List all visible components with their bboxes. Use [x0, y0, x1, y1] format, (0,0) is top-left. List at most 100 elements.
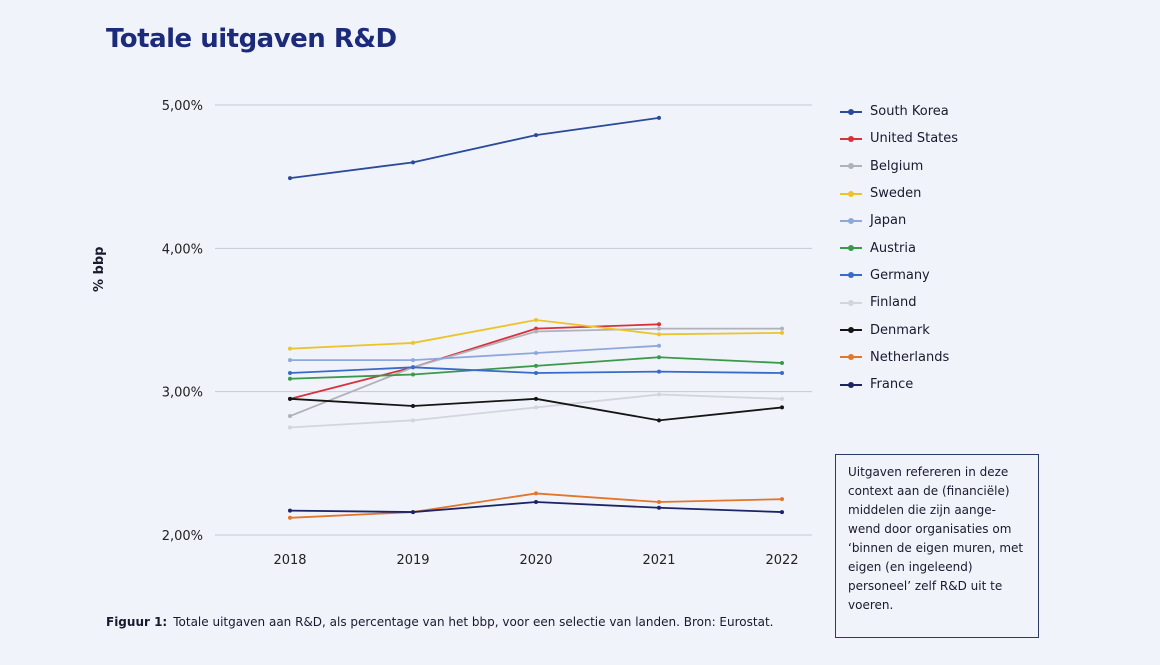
data-point [534, 405, 538, 410]
data-point [657, 505, 661, 510]
data-point [288, 414, 292, 419]
data-point [288, 358, 292, 363]
legend-marker-icon [840, 327, 862, 334]
legend-label: Denmark [870, 322, 930, 338]
data-point [534, 350, 538, 355]
data-point [411, 358, 415, 363]
data-point [288, 346, 292, 351]
data-point [411, 510, 415, 515]
legend-item: Denmark [840, 316, 958, 343]
data-point [411, 418, 415, 423]
data-point [657, 326, 661, 331]
y-axis-label: % bbp [92, 246, 107, 292]
note-box: Uitgaven refereren in deze context aan d… [835, 454, 1039, 638]
legend-label: Sweden [870, 186, 922, 202]
data-point [534, 326, 538, 331]
data-point [534, 371, 538, 376]
y-tick-label: 2,00% [162, 529, 203, 544]
legend-label: Japan [870, 213, 907, 229]
legend-item: Finland [840, 289, 958, 316]
x-tick-label: 2018 [273, 553, 306, 568]
data-point [288, 425, 292, 430]
data-point [288, 396, 292, 401]
data-point [534, 396, 538, 401]
data-point [534, 133, 538, 138]
y-tick-label: 5,00% [162, 99, 203, 114]
x-tick-label: 2022 [765, 553, 798, 568]
y-tick-label: 3,00% [162, 386, 203, 401]
legend-label: Finland [870, 295, 917, 311]
data-point [780, 510, 784, 515]
data-point [534, 329, 538, 334]
data-point [534, 363, 538, 368]
data-point [288, 376, 292, 381]
data-point [534, 318, 538, 322]
caption-label: Figuur 1: [106, 615, 168, 629]
legend-item: Austria [840, 234, 958, 261]
y-tick-label: 4,00% [162, 242, 203, 257]
data-point [288, 508, 292, 513]
series-line-japan [290, 344, 660, 362]
data-point [288, 515, 292, 520]
legend-item: Japan [840, 207, 958, 234]
data-point [411, 160, 415, 165]
data-point [657, 355, 661, 360]
legend-item: Germany [840, 262, 958, 289]
series-line-netherlands [289, 492, 783, 519]
data-point [657, 392, 661, 397]
data-point [780, 497, 784, 502]
x-tick-label: 2021 [642, 553, 675, 568]
data-point [411, 372, 415, 377]
figure-caption: Figuur 1: Totale uitgaven aan R&D, als pe… [106, 615, 773, 629]
legend-marker-icon [840, 299, 862, 306]
legend-label: Germany [870, 267, 930, 283]
series-line-denmark [289, 397, 783, 422]
series-line-south-korea [289, 117, 660, 179]
legend-marker-icon [840, 190, 862, 197]
data-point [411, 404, 415, 408]
data-point [657, 418, 661, 423]
data-point [657, 332, 661, 337]
legend-label: France [870, 377, 914, 393]
legend-item: United States [840, 125, 958, 152]
legend-label: United States [870, 131, 959, 147]
legend-label: Belgium [870, 158, 924, 174]
data-point [657, 322, 661, 327]
legend-item: France [840, 371, 958, 398]
legend-marker-icon [840, 217, 862, 224]
legend-marker-icon [840, 354, 862, 361]
data-point [780, 326, 784, 331]
data-point [780, 405, 784, 410]
data-point [780, 371, 784, 376]
legend-marker-icon [840, 381, 862, 388]
legend-marker-icon [840, 163, 862, 170]
legend-label: South Korea [870, 104, 949, 120]
page-title: Totale uitgaven R&D [106, 24, 397, 54]
legend-item: South Korea [840, 98, 958, 125]
data-point [411, 340, 415, 345]
legend-label: Austria [870, 240, 916, 256]
data-point [780, 396, 784, 401]
legend: South Korea United States Belgium Sweden Jap… [840, 98, 958, 398]
data-point [780, 361, 784, 365]
data-point [534, 500, 538, 505]
x-tick-label: 2020 [519, 553, 552, 568]
data-point [780, 330, 784, 335]
legend-marker-icon [840, 272, 862, 279]
data-point [657, 500, 661, 505]
legend-marker-icon [840, 245, 862, 252]
legend-marker-icon [840, 108, 862, 115]
data-point [288, 371, 292, 376]
x-tick-label: 2019 [396, 553, 429, 568]
legend-item: Netherlands [840, 344, 958, 371]
legend-marker-icon [840, 135, 862, 142]
legend-item: Belgium [840, 153, 958, 180]
legend-item: Sweden [840, 180, 958, 207]
series-line-sweden [289, 319, 783, 350]
data-point [657, 115, 661, 120]
data-point [288, 176, 292, 181]
data-point [657, 343, 661, 348]
data-point [534, 491, 538, 496]
caption-text: Totale uitgaven aan R&D, als percentage … [173, 615, 774, 629]
